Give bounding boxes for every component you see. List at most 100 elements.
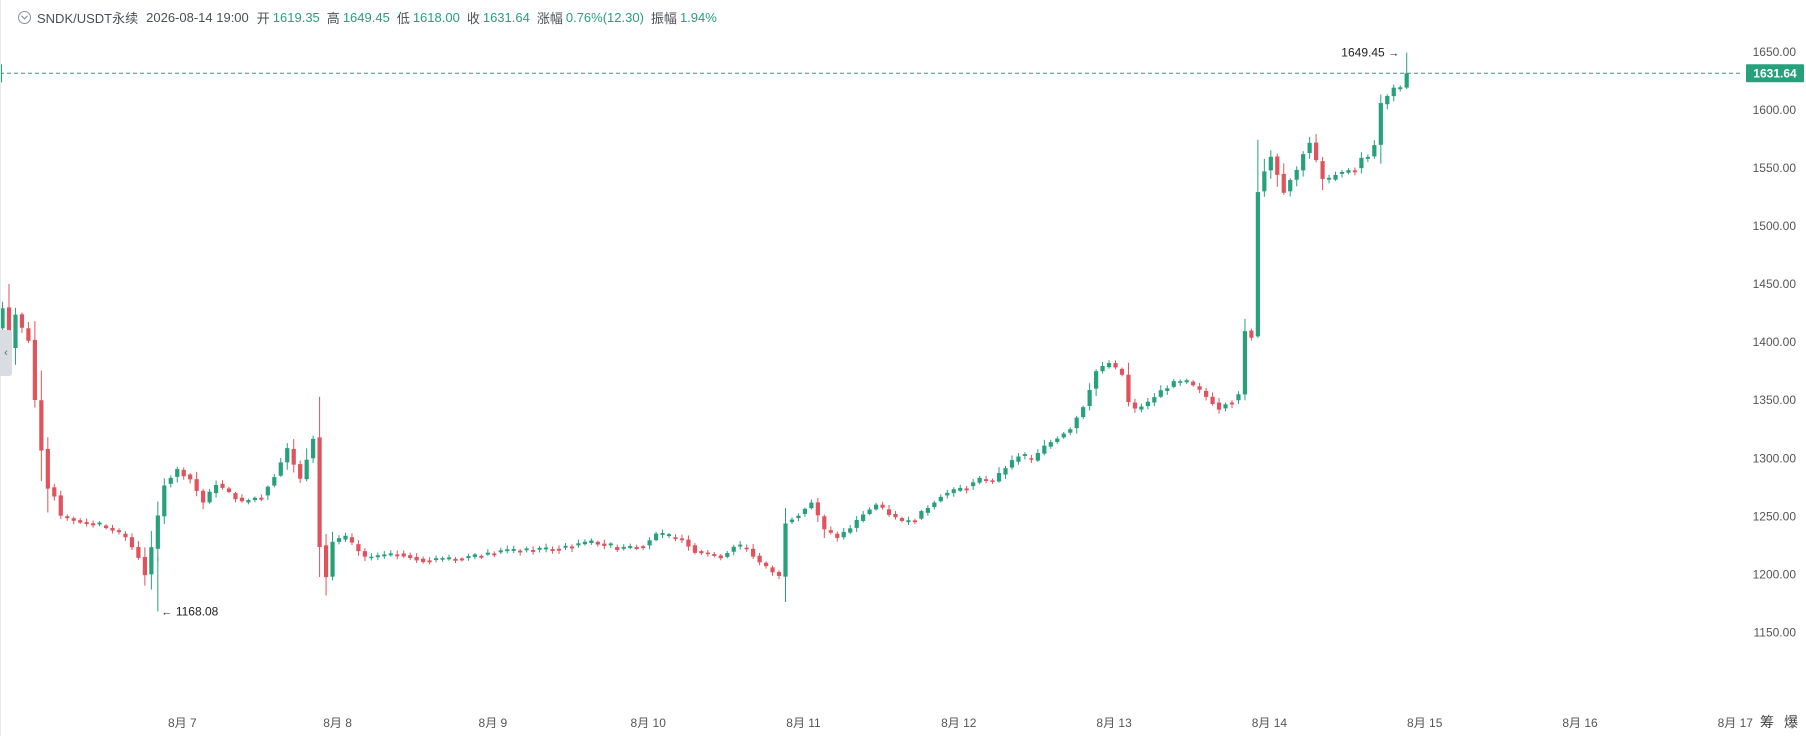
candle-body xyxy=(246,500,251,503)
x-tick-label: 8月 15 xyxy=(1407,716,1443,730)
candle-body xyxy=(58,495,63,516)
candle-body xyxy=(990,480,995,482)
y-tick-label: 1650.00 xyxy=(1753,45,1797,59)
candle-body xyxy=(1152,397,1157,403)
high-value: 1649.45 xyxy=(342,9,390,25)
candle-body xyxy=(712,554,717,556)
candle-body xyxy=(1061,433,1066,438)
candle-body xyxy=(317,437,322,547)
candle-body xyxy=(336,538,342,542)
liquidation-button[interactable]: 爆 xyxy=(1784,714,1798,730)
y-tick-label: 1300.00 xyxy=(1753,451,1797,465)
x-tick-label: 8月 11 xyxy=(786,716,821,730)
candle-body xyxy=(343,535,348,540)
candle-body xyxy=(1301,154,1306,171)
candle-body xyxy=(828,530,833,533)
candle-body xyxy=(103,525,109,529)
chip-distribution-button[interactable]: 筹 xyxy=(1760,714,1774,730)
candle-body xyxy=(848,528,853,533)
overlays: 1631.64 1649.45 → ← 1168.08 xyxy=(0,46,1804,618)
candle-body xyxy=(291,448,296,465)
x-tick-label: 8月 13 xyxy=(1096,716,1132,730)
candle-body xyxy=(932,502,937,508)
min-price-label: 1168.08 xyxy=(176,604,219,618)
candle-body xyxy=(239,497,245,502)
ohlc-info-bar: SNDK/USDT永续 2026-08-14 19:00 开 1619.35 高… xyxy=(18,8,724,26)
candle-body xyxy=(1009,460,1015,468)
candle-body xyxy=(1352,170,1358,173)
candle-body xyxy=(628,546,633,548)
candle-body xyxy=(1100,365,1105,372)
candle-body xyxy=(188,474,193,480)
high-label: 高 xyxy=(326,10,340,26)
candle-body xyxy=(91,523,96,526)
candle-body xyxy=(854,519,859,528)
candle-body xyxy=(1016,456,1021,462)
panel-expand-icon[interactable]: ‹ xyxy=(0,330,12,376)
candle-body xyxy=(524,548,529,551)
low-value: 1618.00 xyxy=(412,9,460,25)
candle-body xyxy=(511,549,516,551)
y-tick-label: 1350.00 xyxy=(1753,393,1797,407)
candle-body xyxy=(1249,330,1254,338)
axes: 1150.00 1200.00 1250.00 1300.00 1350.00 1400.… xyxy=(168,45,1796,730)
candle-body xyxy=(705,552,710,555)
candle-body xyxy=(201,490,206,503)
candle-body xyxy=(369,556,374,559)
candle-body xyxy=(175,469,180,477)
candle-body xyxy=(1359,157,1364,169)
candle-body xyxy=(518,550,523,553)
candle-body xyxy=(142,556,147,576)
y-tick-label: 1550.00 xyxy=(1753,161,1797,175)
candle-body xyxy=(1003,468,1008,475)
candle-body xyxy=(181,469,186,477)
candle-body xyxy=(550,549,555,551)
candle-body xyxy=(983,479,989,482)
y-tick-label: 1150.00 xyxy=(1754,625,1797,639)
candle-body xyxy=(395,554,400,557)
candle-body xyxy=(1132,402,1138,409)
chevron-down-circle-icon[interactable] xyxy=(18,10,31,24)
candle-body xyxy=(356,544,361,552)
candle-body xyxy=(498,550,503,553)
candle-body xyxy=(453,558,458,561)
candle-body xyxy=(1365,156,1370,159)
candle-body xyxy=(1113,363,1118,368)
candle-body xyxy=(492,553,497,556)
candle-body xyxy=(615,547,620,551)
candle-body xyxy=(744,547,749,550)
open-label: 开 xyxy=(256,10,270,26)
candle-body xyxy=(32,339,37,401)
candle-body xyxy=(1346,170,1351,173)
candle-body xyxy=(1184,380,1189,383)
candle-body xyxy=(220,483,225,488)
candle-body xyxy=(861,514,866,521)
candle-body xyxy=(0,308,5,329)
min-arrow-icon: ← xyxy=(161,606,172,618)
candle-body xyxy=(1197,386,1202,390)
candle-body xyxy=(1404,73,1409,88)
candle-body xyxy=(466,556,471,559)
candle-body xyxy=(906,520,911,523)
candle-body xyxy=(751,548,756,557)
candle-body xyxy=(537,547,542,550)
candle-body xyxy=(1119,368,1125,375)
symbol-name[interactable]: SNDK/USDT永续 xyxy=(37,10,139,26)
candle-body xyxy=(776,572,782,577)
candle-body xyxy=(1165,388,1170,391)
candle-body xyxy=(1223,404,1228,409)
candle-body xyxy=(116,530,122,533)
candle-body xyxy=(71,518,76,521)
candle-body xyxy=(421,558,426,563)
candle-body xyxy=(272,477,277,486)
candle-body xyxy=(13,314,18,349)
candle-body xyxy=(1145,401,1150,407)
candle-body xyxy=(252,497,257,501)
candle-body xyxy=(1275,156,1280,175)
candle-body xyxy=(84,522,89,524)
y-tick-label: 1400.00 xyxy=(1753,335,1797,349)
candle-body xyxy=(815,502,820,516)
candle-body xyxy=(576,543,581,546)
